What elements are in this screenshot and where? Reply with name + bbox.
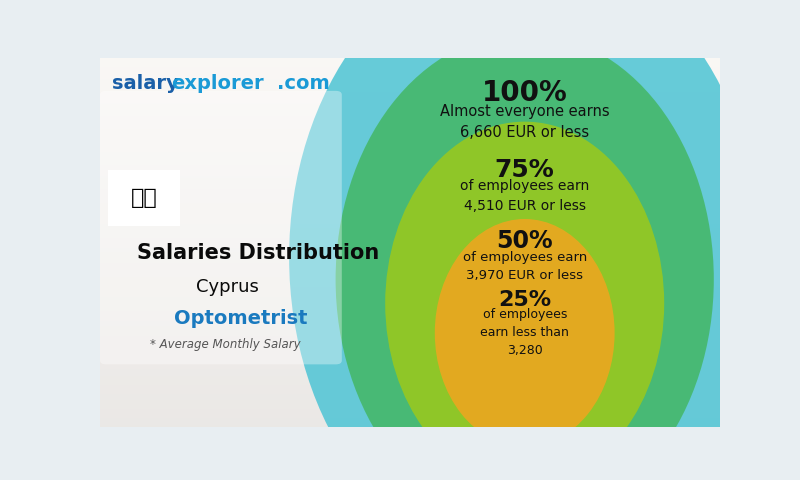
Text: 75%: 75%: [495, 158, 554, 182]
Text: 100%: 100%: [482, 79, 567, 107]
Ellipse shape: [435, 219, 614, 447]
Text: 50%: 50%: [496, 228, 553, 252]
Text: Salaries Distribution: Salaries Distribution: [138, 243, 379, 264]
Ellipse shape: [386, 121, 664, 480]
FancyBboxPatch shape: [100, 91, 342, 364]
Text: of employees earn
4,510 EUR or less: of employees earn 4,510 EUR or less: [460, 180, 590, 213]
Text: salary: salary: [112, 74, 179, 93]
Text: explorer: explorer: [171, 74, 264, 93]
Text: Almost everyone earns
6,660 EUR or less: Almost everyone earns 6,660 EUR or less: [440, 104, 610, 140]
Ellipse shape: [289, 0, 760, 480]
Text: Optometrist: Optometrist: [174, 309, 308, 328]
FancyBboxPatch shape: [104, 168, 184, 228]
Text: of employees
earn less than
3,280: of employees earn less than 3,280: [480, 309, 569, 358]
Text: 🇨🇾: 🇨🇾: [130, 188, 158, 208]
Text: of employees earn
3,970 EUR or less: of employees earn 3,970 EUR or less: [462, 251, 587, 282]
Ellipse shape: [336, 33, 714, 480]
Text: Cyprus: Cyprus: [196, 278, 259, 296]
Text: * Average Monthly Salary: * Average Monthly Salary: [150, 337, 300, 350]
Text: 25%: 25%: [498, 290, 551, 310]
Text: .com: .com: [277, 74, 330, 93]
